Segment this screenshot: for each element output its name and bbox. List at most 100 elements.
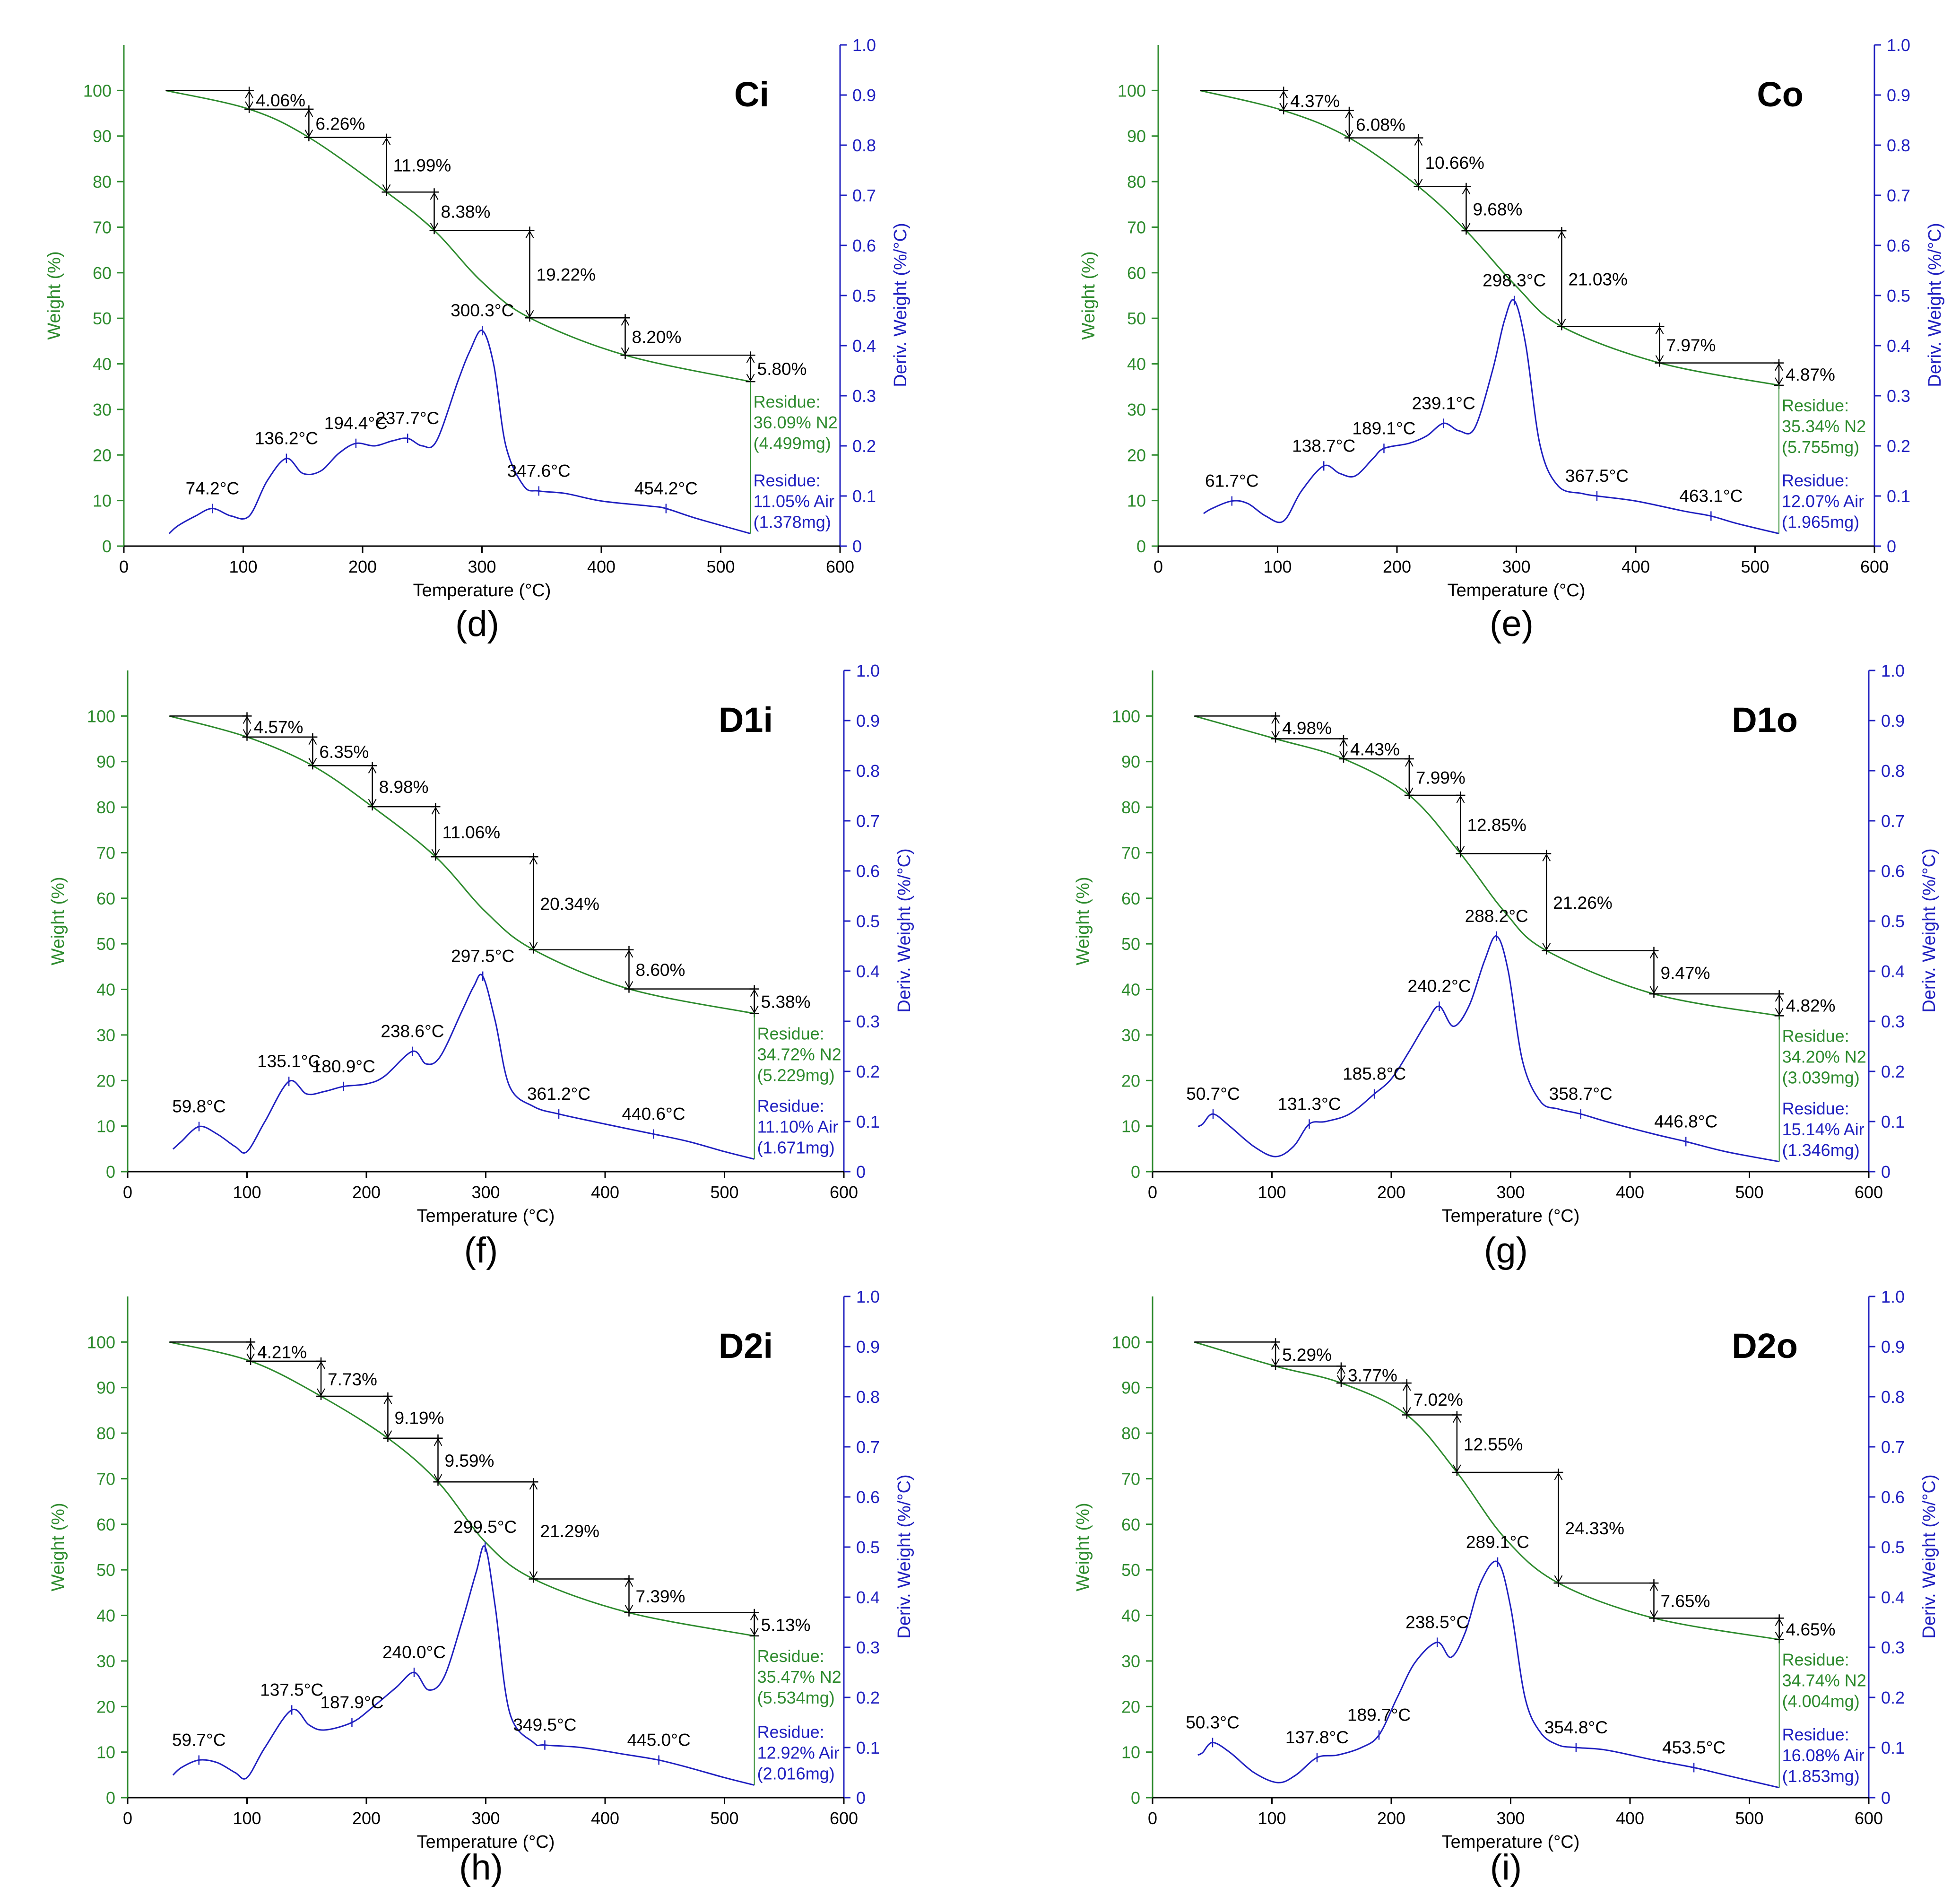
x-tick-label: 300 xyxy=(1496,1183,1525,1202)
y2-tick-label: 0.6 xyxy=(1881,861,1905,881)
arrowhead-down xyxy=(746,374,755,382)
residue-air-line: (1.853mg) xyxy=(1782,1766,1860,1786)
peak-label: 298.3°C xyxy=(1483,271,1546,290)
sample-title: D1i xyxy=(719,700,773,739)
y-tick-label: 60 xyxy=(1127,263,1146,283)
x-axis-label: Temperature (°C) xyxy=(413,581,551,600)
arrowhead-down xyxy=(750,1628,759,1636)
tga-panel: 0 100 200 300 400 500 600010203040506070809010… xyxy=(1073,661,1939,1270)
y2-tick-label: 0.4 xyxy=(1887,336,1910,356)
arrowhead-down xyxy=(750,1006,759,1014)
y2-tick-label: 0.1 xyxy=(1881,1112,1905,1131)
y2-tick-label: 0.2 xyxy=(856,1062,880,1081)
arrowhead-up xyxy=(746,355,755,363)
arrowhead-up xyxy=(1775,363,1783,371)
y2-tick-label: 0 xyxy=(856,1162,866,1182)
step-label: 3.77% xyxy=(1348,1365,1397,1385)
y-tick-label: 10 xyxy=(93,491,112,511)
weight-curve xyxy=(169,1341,755,1637)
y-tick-label: 30 xyxy=(1121,1026,1140,1045)
y2-tick-label: 0.2 xyxy=(852,436,876,456)
x-tick-label: 400 xyxy=(1616,1183,1644,1202)
x-tick-label: 400 xyxy=(587,557,616,576)
y-tick-label: 80 xyxy=(1127,172,1146,191)
y2-tick-label: 0.9 xyxy=(1881,711,1905,731)
arrowhead-down xyxy=(1279,103,1288,111)
residue-n2-line: 34.74% N2 xyxy=(1782,1671,1866,1690)
arrowhead-down xyxy=(1649,1610,1658,1618)
x-tick-label: 300 xyxy=(468,557,496,576)
step-label: 5.38% xyxy=(761,992,811,1012)
step-label: 21.29% xyxy=(540,1522,600,1541)
arrowhead-up xyxy=(1775,1618,1784,1626)
y2-axis-label: Deriv. Weight (%/°C) xyxy=(1919,1474,1939,1638)
y2-tick-label: 0.5 xyxy=(1887,286,1910,305)
deriv-weight-curve xyxy=(172,1545,755,1786)
y-tick-label: 40 xyxy=(1121,1606,1140,1626)
y2-tick-label: 0.1 xyxy=(1881,1738,1905,1757)
arrowhead-up xyxy=(434,1438,442,1446)
arrowhead-up xyxy=(382,137,391,146)
y2-tick-label: 0.6 xyxy=(1881,1487,1905,1507)
arrowhead-down xyxy=(1655,355,1664,363)
residue-air-line: (1.346mg) xyxy=(1782,1140,1860,1160)
x-tick-label: 500 xyxy=(710,1809,738,1828)
tga-panel: 0 100 200 300 400 500 600010203040506070809010… xyxy=(48,1287,914,1887)
y2-tick-label: 0 xyxy=(1881,1788,1891,1808)
y2-tick-label: 0.7 xyxy=(856,1437,880,1457)
x-tick-label: 200 xyxy=(1377,1183,1405,1202)
y-tick-label: 80 xyxy=(93,172,112,191)
y-tick-label: 40 xyxy=(93,355,112,374)
y-tick-label: 70 xyxy=(1121,843,1140,862)
arrowhead-down xyxy=(304,130,313,138)
y2-tick-label: 0.3 xyxy=(1887,386,1910,406)
peak-label: 137.8°C xyxy=(1285,1728,1349,1747)
peak-label: 361.2°C xyxy=(527,1084,590,1104)
residue-n2-line: 35.47% N2 xyxy=(757,1667,841,1687)
y-tick-label: 50 xyxy=(96,934,115,954)
arrowhead-up xyxy=(750,1612,759,1621)
step-label: 8.60% xyxy=(636,960,685,980)
arrowhead-up xyxy=(1405,758,1414,767)
arrowhead-up xyxy=(750,989,759,997)
arrowhead-down xyxy=(308,757,317,766)
panel-caption: (g) xyxy=(1484,1230,1528,1270)
y-tick-label: 10 xyxy=(96,1117,115,1136)
arrowhead-down xyxy=(1775,1008,1784,1016)
x-tick-label: 100 xyxy=(233,1809,261,1828)
peak-label: 367.5°C xyxy=(1565,466,1629,486)
residue-n2-line: 35.34% N2 xyxy=(1782,417,1866,436)
panel-caption: (f) xyxy=(464,1230,498,1270)
deriv-weight-curve xyxy=(1197,935,1779,1163)
residue-air-line: Residue: xyxy=(754,471,821,490)
arrowhead-down xyxy=(434,1474,442,1482)
residue-air-line: Residue: xyxy=(1782,471,1849,490)
peak-label: 354.8°C xyxy=(1544,1718,1608,1737)
y2-tick-label: 0.5 xyxy=(1881,912,1905,931)
panel-caption: (h) xyxy=(459,1847,503,1887)
y-tick-label: 40 xyxy=(1121,980,1140,1000)
arrowhead-up xyxy=(1649,950,1658,959)
panel-caption: (d) xyxy=(455,604,499,644)
y-tick-label: 60 xyxy=(1121,1515,1140,1534)
tga-panel: 0 100 200 300 400 500 600010203040506070809010… xyxy=(48,661,914,1270)
arrowhead-up xyxy=(529,857,538,865)
residue-n2-line: Residue: xyxy=(757,1024,824,1044)
step-label: 4.65% xyxy=(1786,1620,1836,1639)
arrowhead-down xyxy=(1542,943,1551,951)
step-label: 8.98% xyxy=(379,777,429,797)
weight-curve xyxy=(1200,89,1779,386)
step-label: 7.65% xyxy=(1661,1592,1710,1611)
x-tick-label: 600 xyxy=(830,1809,858,1828)
y-tick-label: 0 xyxy=(1131,1162,1140,1182)
arrowhead-up xyxy=(308,737,317,745)
x-tick-label: 100 xyxy=(1258,1809,1286,1828)
x-axis-label: Temperature (°C) xyxy=(1448,581,1586,600)
x-tick-label: 300 xyxy=(1496,1809,1525,1828)
residue-n2-line: Residue: xyxy=(1782,396,1849,415)
arrowhead-down xyxy=(246,1353,255,1361)
y-tick-label: 40 xyxy=(96,980,115,1000)
y2-tick-label: 0 xyxy=(1881,1162,1891,1182)
x-tick-label: 400 xyxy=(1622,557,1650,576)
arrowhead-down xyxy=(243,729,252,737)
